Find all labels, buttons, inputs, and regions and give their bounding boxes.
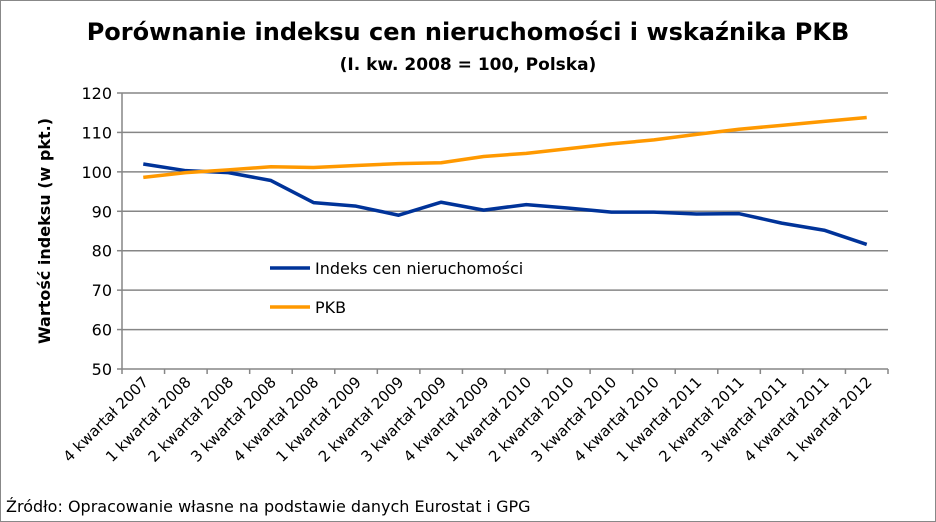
- y-tick-label: 50: [92, 360, 112, 379]
- series-line-gdp: [143, 115, 867, 180]
- y-tick-label: 100: [81, 163, 112, 182]
- y-tick-label: 110: [81, 123, 112, 142]
- legend-label: PKB: [315, 298, 346, 317]
- chart-title: Porównanie indeksu cen nieruchomości i w…: [87, 18, 850, 46]
- y-tick-label: 80: [92, 242, 112, 261]
- chart-subtitle: (I. kw. 2008 = 100, Polska): [340, 55, 597, 75]
- y-tick-label: 120: [81, 84, 112, 103]
- y-tick-label: 60: [92, 321, 112, 340]
- source-note: Źródło: Opracowanie własne na podstawie …: [6, 497, 531, 516]
- series-line-property-index: [143, 162, 868, 247]
- y-tick-label: 70: [92, 281, 112, 300]
- legend-label: Indeks cen nieruchomości: [315, 259, 523, 278]
- y-tick-label: 90: [92, 202, 112, 221]
- y-axis-label: Wartość indeksu (w pkt.): [35, 118, 54, 344]
